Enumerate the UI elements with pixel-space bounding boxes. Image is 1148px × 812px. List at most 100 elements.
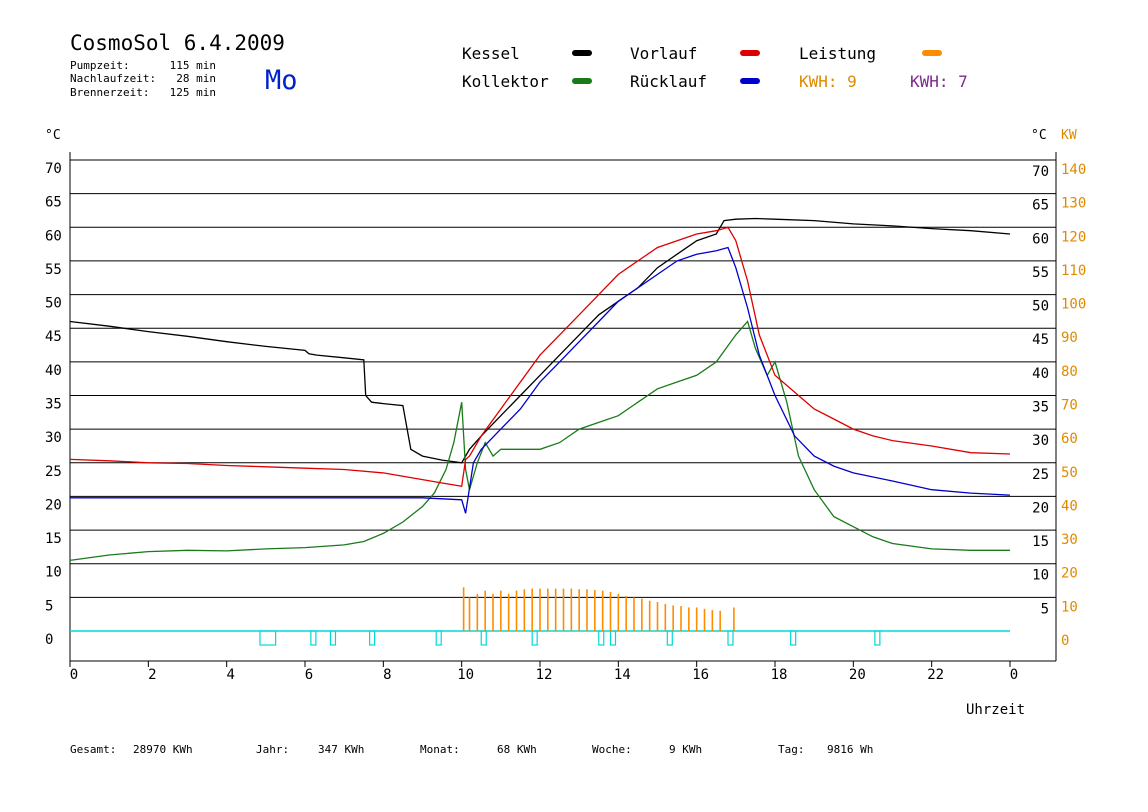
y-tick-right-temp-60: 60 (1032, 231, 1049, 247)
y-tick-left-70: 70 (45, 161, 62, 177)
y-tick-right-power-130: 130 (1061, 196, 1086, 212)
pump-pulse-8 (609, 630, 617, 646)
pump-pulse-11 (790, 630, 797, 646)
pump-pulse-4 (435, 630, 442, 646)
y-tick-right-temp-15: 15 (1032, 534, 1049, 550)
x-tick-label-2: 4 (226, 667, 234, 683)
y-tick-right-power-80: 80 (1061, 364, 1078, 380)
y-right-temp-unit: °C (1031, 128, 1047, 143)
y-tick-right-temp-5: 5 (1041, 601, 1049, 617)
y-tick-right-power-0: 0 (1061, 633, 1069, 649)
stat-pumpzeit-value: 115 min (170, 59, 216, 72)
pump-pulse-5 (480, 630, 487, 646)
footer-gesamt-value: 28970 KWh (133, 743, 193, 756)
pump-pulse-6 (531, 630, 538, 646)
y-tick-left-45: 45 (45, 329, 62, 345)
footer-jahr-label: Jahr: (256, 743, 289, 756)
x-ticks: 0 2 4 6 8 10 12 14 16 18 20 22 0 (69, 661, 1018, 683)
pump-pulse-0 (259, 630, 277, 646)
pump-pulse-10 (727, 630, 734, 646)
y-tick-right-power-20: 20 (1061, 566, 1078, 582)
x-axis-label: Uhrzeit (966, 702, 1025, 718)
legend-kollektor-label: Kollektor (462, 72, 549, 91)
y-tick-left-30: 30 (45, 430, 62, 446)
y-tick-right-power-60: 60 (1061, 431, 1078, 447)
y-tick-right-power-140: 140 (1061, 162, 1086, 178)
y-tick-right-power-120: 120 (1061, 229, 1086, 245)
y-tick-left-60: 60 (45, 228, 62, 244)
x-tick-label-11: 22 (927, 667, 944, 683)
legend-leistung-label: Leistung (799, 44, 876, 63)
legend-kwh-orange: KWH: 9 (799, 72, 857, 91)
y-tick-left-35: 35 (45, 397, 62, 413)
stats-block: Pumpzeit: 115 min Nachlaufzeit: 28 min B… (70, 59, 216, 99)
y-tick-left-55: 55 (45, 262, 62, 278)
y-tick-right-temp-20: 20 (1032, 500, 1049, 516)
chart-title: CosmoSol 6.4.2009 (70, 31, 285, 55)
x-tick-label-9: 18 (771, 667, 788, 683)
y-tick-right-power-110: 110 (1061, 263, 1086, 279)
pump-pulse-2 (329, 630, 337, 646)
legend-ruecklauf-label: Rücklauf (630, 72, 707, 91)
pump-indicator (70, 630, 1010, 646)
footer-monat-value: 68 KWh (497, 743, 537, 756)
footer-tag-value: 9816 Wh (827, 743, 873, 756)
pump-pulse-12 (874, 630, 881, 646)
legend-leistung-swatch (922, 50, 942, 56)
x-tick-label-5: 10 (457, 667, 474, 683)
legend: Kessel Kollektor Vorlauf Rücklauf Leistu… (462, 44, 968, 91)
series-lines (69, 217, 1011, 631)
footer-gesamt-label: Gesamt: (70, 743, 116, 756)
x-tick-label-10: 20 (849, 667, 866, 683)
x-tick-label-1: 2 (148, 667, 156, 683)
y-left-unit: °C (45, 128, 61, 143)
footer-woche-label: Woche: (592, 743, 632, 756)
y-tick-left-50: 50 (45, 296, 62, 312)
y-tick-right-power-70: 70 (1061, 398, 1078, 414)
series-line-0 (69, 217, 1011, 464)
y-tick-right-temp-65: 65 (1032, 198, 1049, 214)
x-tick-label-6: 12 (536, 667, 553, 683)
y-tick-left-10: 10 (45, 565, 62, 581)
footer-woche-value: 9 KWh (669, 743, 702, 756)
y-tick-right-temp-50: 50 (1032, 299, 1049, 315)
footer-tag-label: Tag: (778, 743, 805, 756)
legend-kollektor-swatch (572, 78, 592, 84)
series-line-3 (70, 246, 1011, 514)
stat-nachlaufzeit-value: 28 min (176, 72, 216, 85)
day-label: Mo (265, 65, 298, 96)
y-tick-right-temp-40: 40 (1032, 366, 1049, 382)
y-tick-left-65: 65 (45, 195, 62, 211)
y-tick-right-power-10: 10 (1061, 599, 1078, 615)
footer-monat-label: Monat: (420, 743, 460, 756)
y-tick-left-25: 25 (45, 464, 62, 480)
y-ticks-left: 0 5 10 15 20 25 30 35 40 45 50 55 60 65 70 (45, 161, 62, 648)
pump-pulse-9 (666, 630, 673, 646)
y-right-power-unit: KW (1061, 128, 1077, 143)
x-tick-label-3: 6 (305, 667, 313, 683)
y-tick-left-0: 0 (45, 632, 53, 648)
gridlines (70, 159, 1056, 598)
series-line-1 (69, 320, 1010, 562)
y-tick-left-5: 5 (45, 598, 53, 614)
y-tick-right-power-50: 50 (1061, 465, 1078, 481)
x-tick-label-0: 0 (70, 667, 78, 683)
x-tick-label-8: 16 (692, 667, 709, 683)
series-line-2 (69, 226, 1011, 488)
legend-kwh-purple: KWH: 7 (910, 72, 968, 91)
stat-nachlaufzeit-label: Nachlaufzeit: (70, 72, 156, 85)
axes (69, 152, 1057, 662)
pump-pulse-3 (369, 630, 376, 646)
legend-kessel-swatch (572, 50, 592, 56)
stat-brennerzeit-label: Brennerzeit: (70, 86, 149, 99)
y-tick-right-temp-45: 45 (1032, 332, 1049, 348)
stat-brennerzeit-value: 125 min (170, 86, 216, 99)
legend-ruecklauf-swatch (740, 78, 760, 84)
stat-pumpzeit-label: Pumpzeit: (70, 59, 130, 72)
y-tick-right-temp-30: 30 (1032, 433, 1049, 449)
y-tick-right-power-40: 40 (1061, 498, 1078, 514)
legend-kessel-label: Kessel (462, 44, 520, 63)
y-tick-right-power-90: 90 (1061, 330, 1078, 346)
y-tick-right-temp-10: 10 (1032, 568, 1049, 584)
